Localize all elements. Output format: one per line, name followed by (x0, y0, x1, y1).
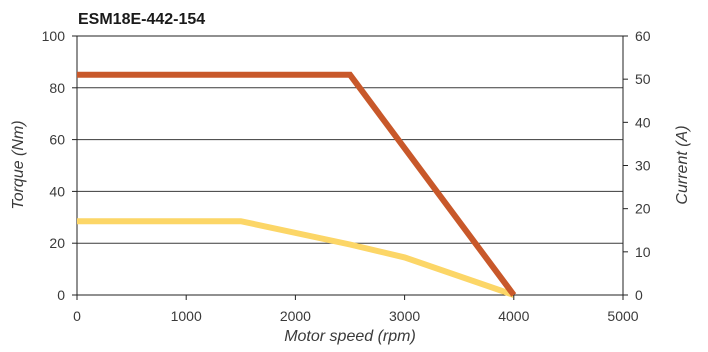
x-tick-label: 0 (73, 308, 81, 324)
series-group (77, 71, 517, 298)
x-tick-label: 4000 (498, 308, 529, 324)
y2-tick-label: 50 (635, 71, 651, 87)
y2-axis-label: Current (A) (674, 125, 691, 204)
y2-tick-label: 10 (635, 244, 651, 260)
series-line-2 (77, 218, 515, 298)
x-axis-label: Motor speed (rpm) (284, 328, 416, 345)
y-tick-label: 40 (49, 183, 65, 199)
y-axis-ticks: 0 20 40 60 80 100 (42, 28, 77, 303)
y2-tick-label: 30 (635, 158, 651, 174)
y2-axis-ticks: 0 10 20 30 40 50 60 (623, 28, 651, 303)
y-axis-label: Torque (Nm) (10, 120, 27, 209)
y-tick-label: 100 (42, 28, 66, 44)
x-tick-label: 1000 (171, 308, 202, 324)
series-line-1 (77, 71, 517, 297)
chart-title: ESM18E-442-154 (78, 11, 205, 28)
y2-tick-label: 0 (635, 287, 643, 303)
y2-tick-label: 60 (635, 28, 651, 44)
y-tick-label: 0 (57, 287, 65, 303)
y-tick-label: 60 (49, 132, 65, 148)
x-tick-label: 5000 (607, 308, 638, 324)
x-tick-label: 3000 (389, 308, 420, 324)
y2-tick-label: 20 (635, 201, 651, 217)
x-axis-ticks: 0 1000 2000 3000 4000 5000 (73, 295, 639, 324)
x-tick-label: 2000 (280, 308, 311, 324)
y-tick-label: 80 (49, 80, 65, 96)
y-tick-label: 20 (49, 235, 65, 251)
y2-tick-label: 40 (635, 114, 651, 130)
